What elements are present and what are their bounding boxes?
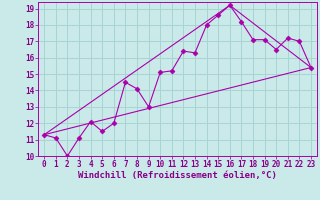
X-axis label: Windchill (Refroidissement éolien,°C): Windchill (Refroidissement éolien,°C): [78, 171, 277, 180]
